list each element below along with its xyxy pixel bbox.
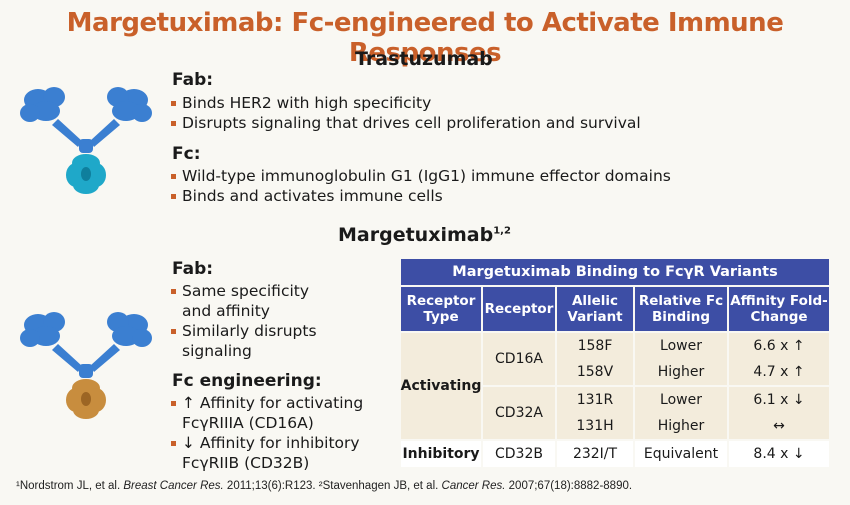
- list-item: Same specificity and affinity: [170, 281, 340, 321]
- variant-cell: 158V: [557, 359, 633, 385]
- ref2-journal: Cancer Res.: [441, 480, 506, 492]
- slide-title: Margetuximab: Fc-engineered to Activate …: [66, 8, 784, 68]
- binding-cell: Lower: [635, 333, 727, 359]
- margetuximab-fab-list: Same specificity and affinity Similarly …: [170, 281, 340, 361]
- binding-cell: Higher: [635, 359, 727, 385]
- ref1-author: ¹Nordstrom JL, et al.: [16, 480, 124, 492]
- trastuzumab-heading: Trastuzumab: [355, 48, 493, 70]
- margetuximab-heading-superscript: 1,2: [493, 225, 511, 237]
- fold-cell: 6.1 x ↓: [729, 387, 829, 413]
- variant-cell: 131H: [557, 413, 633, 439]
- table-header-fold-change: Affinity Fold-Change: [729, 287, 829, 331]
- binding-cell: Equivalent: [635, 441, 727, 467]
- ref1-journal: Breast Cancer Res.: [123, 480, 224, 492]
- margetuximab-heading: Margetuximab1,2: [338, 224, 511, 246]
- trastuzumab-antibody-image: [20, 87, 152, 194]
- table-header-receptor-type: Receptor Type: [401, 287, 481, 331]
- trastuzumab-fc-heading: Fc:: [172, 144, 201, 164]
- receptor-cd32b: CD32B: [483, 441, 555, 467]
- table-header-relative-binding: Relative Fc Binding: [635, 287, 727, 331]
- list-item: Binds and activates immune cells: [170, 186, 671, 206]
- variant-cell: 158F: [557, 333, 633, 359]
- fold-cell: 4.7 x ↑: [729, 359, 829, 385]
- margetuximab-heading-text: Margetuximab: [338, 224, 494, 246]
- variant-cell: 131R: [557, 387, 633, 413]
- trastuzumab-fab-list: Binds HER2 with high specificity Disrupt…: [170, 93, 641, 133]
- fold-cell: 6.6 x ↑: [729, 333, 829, 359]
- margetuximab-fc-heading: Fc engineering:: [172, 371, 322, 391]
- group-activating: Activating: [401, 333, 481, 439]
- list-item: Similarly disrupts signaling: [170, 321, 340, 361]
- group-inhibitory: Inhibitory: [401, 441, 481, 467]
- binding-cell: Lower: [635, 387, 727, 413]
- fold-cell: 8.4 x ↓: [729, 441, 829, 467]
- list-item: Wild-type immunoglobulin G1 (IgG1) immun…: [170, 166, 671, 186]
- margetuximab-fc-list: ↑ Affinity for activating FcγRIIIA (CD16…: [170, 393, 390, 473]
- variant-cell: 232I/T: [557, 441, 633, 467]
- table-header-receptor: Receptor: [483, 287, 555, 331]
- list-item: ↑ Affinity for activating FcγRIIIA (CD16…: [170, 393, 390, 433]
- list-item: Disrupts signaling that drives cell prol…: [170, 113, 641, 133]
- ref2-rest: 2007;67(18):8882-8890.: [505, 480, 633, 492]
- list-item: Binds HER2 with high specificity: [170, 93, 641, 113]
- receptor-cd16a: CD16A: [483, 333, 555, 385]
- fold-cell: ↔: [729, 413, 829, 439]
- trastuzumab-fc-list: Wild-type immunoglobulin G1 (IgG1) immun…: [170, 166, 671, 206]
- ref1-rest: 2011;13(6):R123. ²Stavenhagen JB, et al.: [223, 480, 442, 492]
- table-title: Margetuximab Binding to FcγR Variants: [401, 259, 829, 285]
- table-header-allelic-variant: Allelic Variant: [557, 287, 633, 331]
- margetuximab-fab-heading: Fab:: [172, 259, 214, 279]
- binding-cell: Higher: [635, 413, 727, 439]
- trastuzumab-fab-heading: Fab:: [172, 70, 214, 90]
- references-footnote: ¹Nordstrom JL, et al. Breast Cancer Res.…: [16, 480, 632, 492]
- receptor-cd32a: CD32A: [483, 387, 555, 439]
- margetuximab-antibody-image: [20, 312, 152, 419]
- list-item: ↓ Affinity for inhibitory FcγRIIB (CD32B…: [170, 433, 390, 473]
